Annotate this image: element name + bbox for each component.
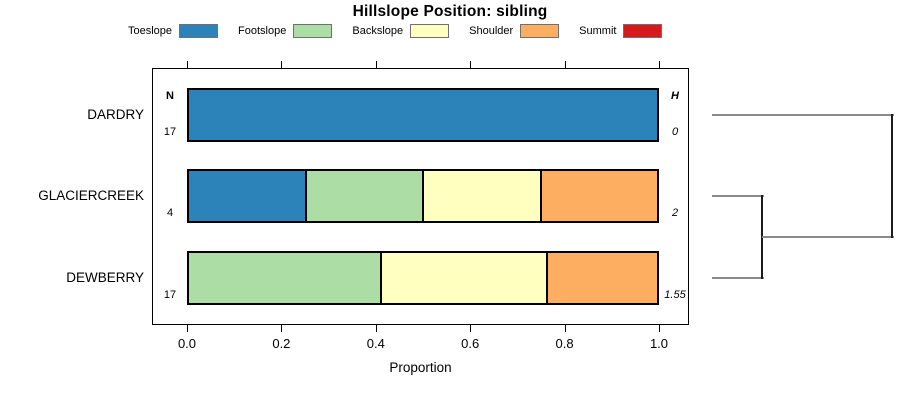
dendrogram-branch-merge-1 (762, 236, 894, 238)
x-tick-bottom-1.0 (659, 325, 660, 332)
x-tick-label-1.0: 1.0 (649, 336, 669, 351)
bar-segment-glaciercreek-footslope (304, 171, 422, 221)
legend-swatch-shoulder (520, 24, 560, 38)
h-value-glaciercreek: 2 (671, 207, 679, 219)
dendrogram-branch-glaciercreek (712, 195, 764, 197)
x-tick-top-1.0 (659, 61, 660, 68)
x-tick-top-0.8 (564, 61, 566, 68)
legend-label-footslope: Footslope (238, 25, 287, 37)
x-tick-bottom-0.8 (564, 325, 566, 332)
dendrogram-branch-dardry (712, 114, 894, 116)
legend-label-toeslope: Toeslope (128, 25, 173, 37)
x-tick-label-0.8: 0.8 (555, 336, 574, 351)
dendrogram-branch-dewberry (712, 277, 764, 279)
row-label-dardry: DARDRY (87, 107, 144, 122)
plot-panel (152, 68, 689, 325)
bar-segment-dewberry-footslope (189, 253, 381, 303)
h-value-dardry: 0 (671, 126, 679, 138)
legend-label-summit: Summit (579, 25, 617, 37)
x-tick-label-0.4: 0.4 (366, 336, 385, 351)
x-tick-bottom-0.6 (470, 325, 472, 332)
row-label-dewberry: DEWBERRY (66, 270, 144, 285)
legend-item-toeslope: Toeslope (128, 24, 219, 38)
legend-item-footslope: Footslope (238, 24, 333, 38)
bar-segment-dardry-toeslope (189, 90, 657, 140)
chart-title: Hillslope Position: sibling (352, 3, 548, 20)
legend-swatch-backslope (410, 24, 450, 38)
x-tick-top-0.0 (187, 61, 188, 68)
h-value-dewberry: 1.55 (664, 289, 686, 301)
x-axis-title: Proportion (389, 360, 452, 375)
legend-swatch-footslope (293, 24, 333, 38)
bar-dewberry (187, 251, 659, 305)
n-value-glaciercreek: 4 (166, 207, 174, 219)
diversity-column-header: H (671, 90, 679, 102)
legend-item-backslope: Backslope (352, 24, 450, 38)
legend-label-backslope: Backslope (352, 25, 404, 37)
bar-segment-glaciercreek-shoulder (539, 171, 657, 221)
x-tick-bottom-0.4 (375, 325, 377, 332)
legend-swatch-toeslope (179, 24, 219, 38)
legend-swatch-summit (623, 24, 663, 38)
x-tick-top-0.2 (281, 61, 283, 68)
x-tick-top-0.6 (470, 61, 472, 68)
legend-label-shoulder: Shoulder (469, 25, 514, 37)
legend-item-shoulder: Shoulder (469, 24, 560, 38)
x-tick-bottom-0.0 (187, 325, 188, 332)
bar-segment-glaciercreek-toeslope (189, 171, 305, 221)
n-value-dewberry: 17 (163, 289, 177, 301)
legend: Toeslope Footslope Backslope Shoulder Summit (128, 24, 663, 38)
bar-segment-glaciercreek-backslope (422, 171, 540, 221)
x-tick-label-0.6: 0.6 (461, 336, 480, 351)
row-label-glaciercreek: GLACIERCREEK (38, 188, 144, 203)
bar-segment-dewberry-backslope (380, 253, 546, 303)
n-value-dardry: 17 (163, 126, 177, 138)
x-tick-label-0.2: 0.2 (272, 336, 291, 351)
legend-item-summit: Summit (579, 24, 663, 38)
dendrogram-join-2 (891, 114, 893, 238)
x-tick-bottom-0.2 (281, 325, 283, 332)
bar-glaciercreek (187, 169, 659, 223)
bar-segment-dewberry-shoulder (545, 253, 657, 303)
bar-dardry (187, 88, 659, 142)
x-tick-label-0.0: 0.0 (177, 336, 197, 351)
count-column-header: N (166, 90, 174, 102)
x-tick-top-0.4 (375, 61, 377, 68)
